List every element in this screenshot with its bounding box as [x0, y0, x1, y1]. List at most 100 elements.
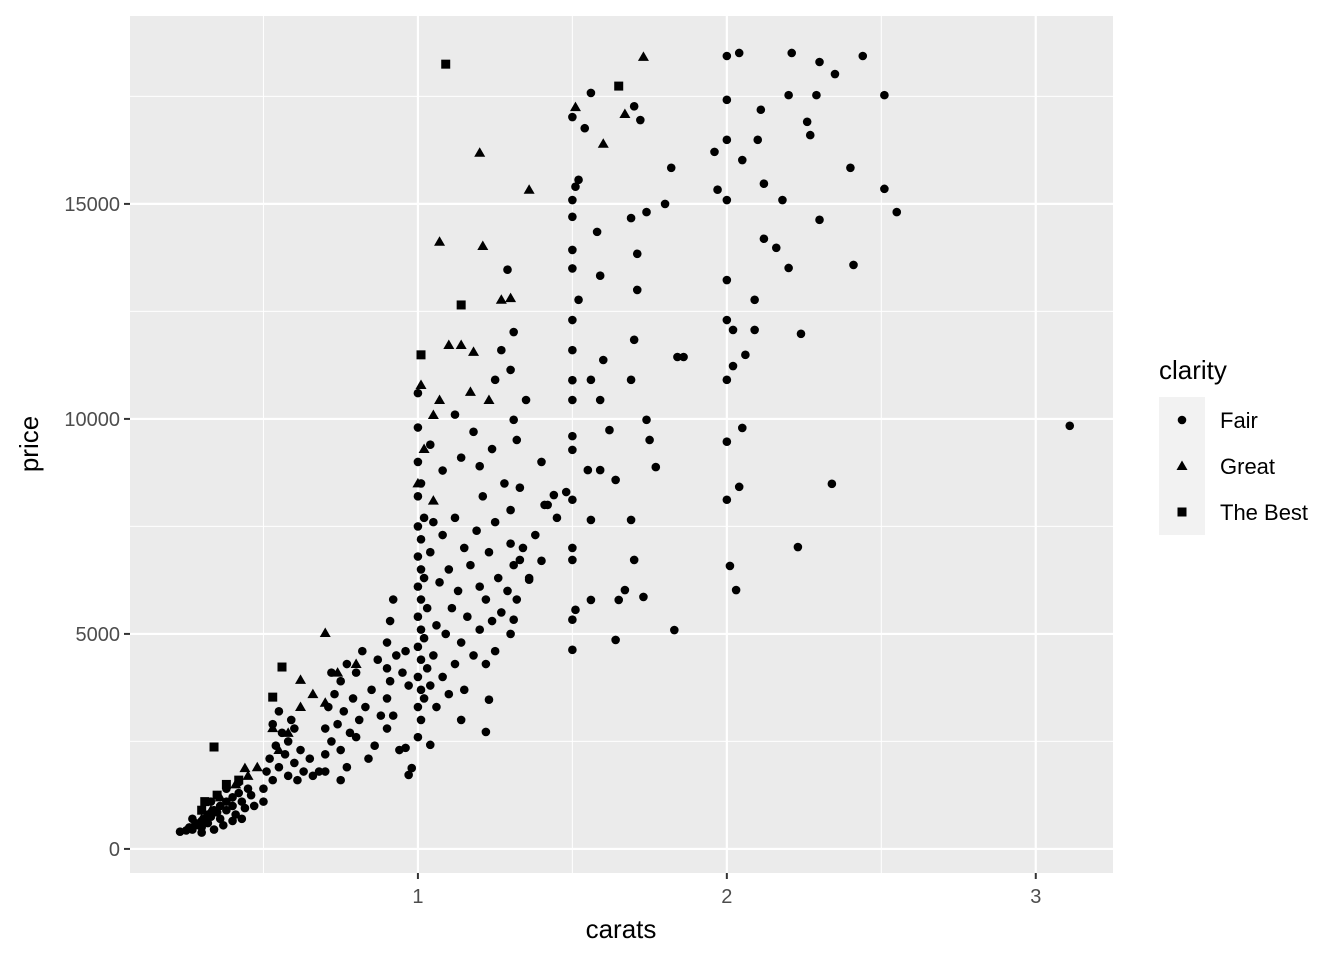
point-fair — [490, 375, 500, 385]
point-the-best — [212, 790, 222, 800]
point-fair — [348, 694, 358, 703]
point-fair — [880, 184, 889, 194]
point-fair — [568, 431, 577, 441]
point-fair — [398, 668, 407, 677]
point-fair — [215, 801, 225, 811]
point-fair — [416, 595, 426, 604]
point-great — [319, 697, 331, 707]
point-the-best — [234, 775, 244, 785]
point-great — [443, 339, 455, 349]
point-great — [427, 409, 439, 420]
point-fair — [568, 543, 577, 553]
point-fair — [382, 694, 392, 703]
point-fair — [472, 526, 481, 536]
point-the-best — [416, 350, 426, 360]
point-fair — [515, 555, 525, 565]
y-tick-label: 15000 — [64, 194, 120, 216]
point-fair — [222, 805, 231, 815]
point-fair — [1065, 421, 1075, 431]
point-fair — [549, 490, 559, 500]
point-fair — [595, 465, 605, 475]
point-fair — [246, 790, 256, 800]
point-fair — [568, 345, 577, 355]
point-fair — [636, 115, 645, 125]
point-fair — [531, 530, 540, 540]
point-fair — [438, 530, 447, 540]
point-great — [619, 108, 631, 119]
point-fair — [419, 633, 429, 643]
point-fair — [626, 213, 636, 223]
point-fair — [673, 352, 682, 362]
point-great — [415, 379, 427, 389]
point-fair — [259, 797, 268, 806]
point-fair — [759, 179, 769, 189]
point-fair — [509, 327, 518, 337]
point-fair — [568, 395, 577, 405]
point-fair — [293, 775, 302, 785]
point-fair — [651, 462, 661, 472]
point-fair — [290, 724, 299, 733]
point-fair — [459, 685, 469, 695]
point-the-best — [268, 692, 278, 702]
legend-key-triangle-icon — [1176, 460, 1188, 470]
point-fair — [509, 415, 518, 425]
point-fair — [358, 646, 367, 656]
point-fair — [614, 595, 624, 605]
point-fair — [342, 762, 352, 772]
point-fair — [456, 638, 466, 647]
point-fair — [734, 482, 744, 492]
point-fair — [679, 352, 688, 362]
point-fair — [629, 555, 639, 565]
data-points — [175, 48, 1075, 837]
point-great — [468, 346, 480, 356]
point-fair — [429, 517, 438, 527]
point-great — [418, 443, 430, 454]
point-fair — [419, 694, 429, 703]
point-fair — [543, 500, 552, 510]
point-fair — [611, 635, 620, 645]
point-fair — [478, 492, 488, 501]
point-fair — [595, 271, 605, 281]
point-fair — [670, 625, 679, 635]
point-fair — [432, 621, 441, 630]
point-fair — [515, 483, 525, 493]
point-fair — [438, 672, 447, 682]
point-fair — [503, 586, 512, 596]
y-tick-label: 5000 — [76, 624, 121, 646]
point-great — [464, 386, 476, 396]
point-fair — [354, 715, 364, 725]
point-fair — [342, 659, 352, 669]
point-fair — [629, 102, 639, 111]
point-fair — [308, 771, 318, 781]
point-fair — [812, 90, 821, 100]
point-fair — [259, 784, 268, 794]
point-great — [483, 394, 495, 404]
point-fair — [561, 487, 571, 497]
point-fair — [568, 615, 577, 625]
point-fair — [240, 803, 250, 813]
point-fair — [388, 711, 398, 720]
point-fair — [524, 573, 534, 583]
legend: clarity Fair Great The Best — [1159, 355, 1308, 535]
point-fair — [215, 814, 225, 824]
point-fair — [722, 275, 732, 285]
point-fair — [425, 681, 435, 690]
point-fair — [722, 95, 732, 105]
point-great — [523, 184, 535, 194]
point-fair — [552, 513, 562, 523]
point-fair — [571, 182, 580, 192]
point-fair — [805, 130, 815, 140]
point-fair — [416, 625, 426, 634]
point-great — [205, 804, 217, 815]
point-fair — [416, 715, 426, 725]
point-fair — [595, 395, 605, 405]
point-fair — [370, 741, 379, 751]
point-fair — [583, 465, 593, 475]
axes: 1 2 3 0 5000 10000 15000 — [64, 194, 1041, 908]
point-fair — [228, 816, 237, 826]
point-great — [637, 51, 649, 61]
point-fair — [484, 547, 494, 557]
point-fair — [487, 616, 497, 626]
point-fair — [880, 90, 889, 100]
point-fair — [228, 793, 237, 802]
